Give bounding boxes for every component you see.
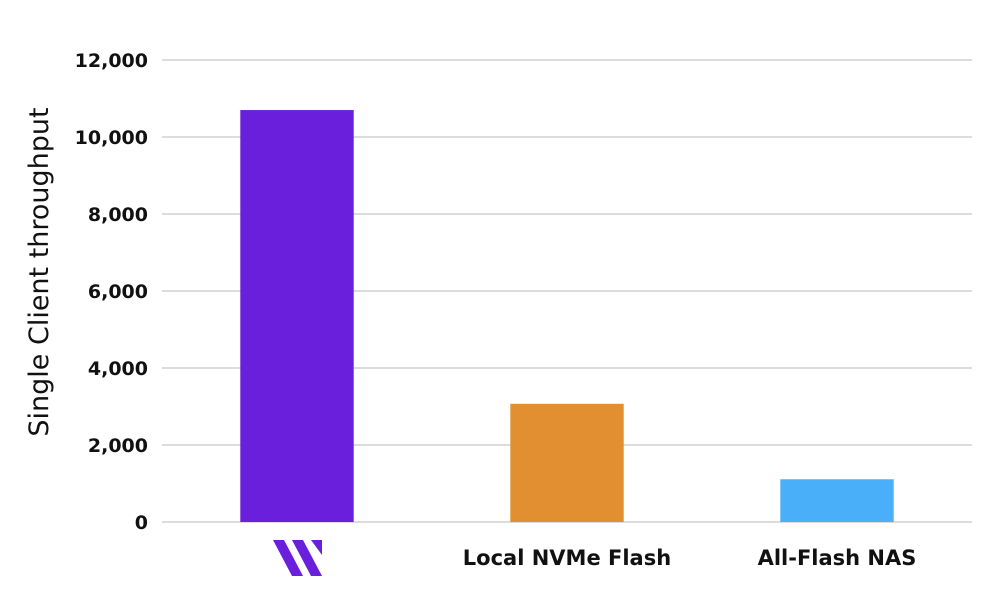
bar [240,110,354,523]
bar [780,479,894,522]
y-tick-label: 12,000 [75,50,148,72]
brand-logo-icon [273,540,322,576]
x-category-label: Local NVMe Flash [463,546,671,570]
y-axis-label: Single Client throughput [24,107,55,436]
x-axis-categories: Local NVMe Flash All-Flash NAS [273,540,916,576]
y-tick-label: 4,000 [88,358,148,380]
bar [510,403,624,522]
bars [240,110,894,523]
y-tick-label: 8,000 [88,204,148,226]
y-tick-label: 10,000 [75,127,148,149]
y-tick-label: 2,000 [88,435,148,457]
y-axis-ticks: 0 2,000 4,000 6,000 8,000 10,000 12,000 [75,50,148,534]
y-tick-label: 6,000 [88,281,148,303]
x-category-label: All-Flash NAS [758,546,917,570]
y-tick-label: 0 [135,512,148,534]
